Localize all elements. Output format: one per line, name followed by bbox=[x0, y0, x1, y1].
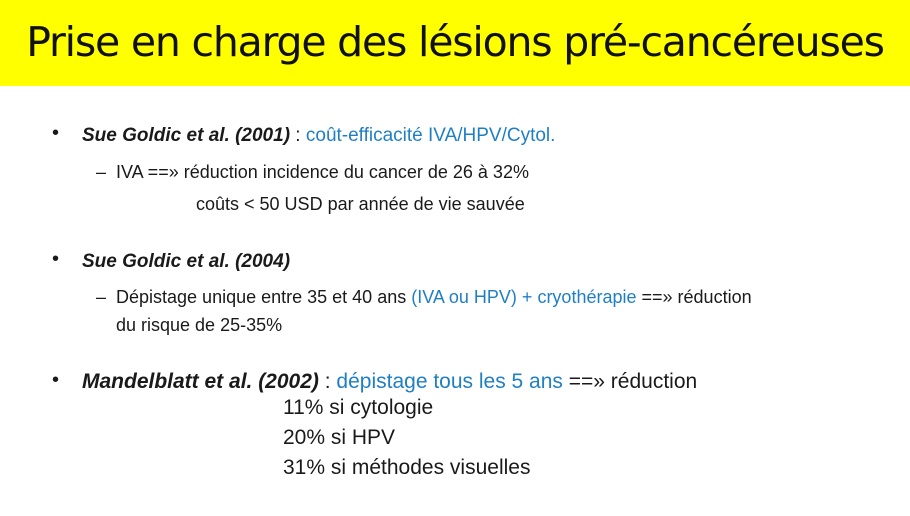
bullet-2-line: Sue Goldic et al. (2004) bbox=[82, 250, 290, 274]
result-item: 11% si cytologie bbox=[283, 396, 434, 419]
bullet-2-sub-line-2: du risque de 25-35% bbox=[116, 315, 283, 335]
title-bar bbox=[0, 0, 910, 86]
bullet-1-dash: – bbox=[96, 162, 107, 182]
bullet-2-dash: – bbox=[96, 287, 107, 307]
bullet-3-separator: : bbox=[318, 370, 337, 393]
bullet-2-sub-pre: Dépistage unique entre 35 et 40 ans bbox=[116, 287, 412, 307]
bullet-1-separator: : bbox=[290, 125, 306, 146]
result-item: 20% si HPV bbox=[283, 426, 396, 449]
bullet-3-line: Mandelblatt et al. (2002) : dépistage to… bbox=[82, 369, 697, 395]
bullet-marker: • bbox=[52, 369, 60, 391]
bullet-2-reference: Sue Goldic et al. (2004) bbox=[82, 251, 291, 272]
bullet-1-line: Sue Goldic et al. (2001) : coût-efficaci… bbox=[82, 124, 555, 148]
bullet-1-sub-line-1: IVA ==» réduction incidence du cancer de… bbox=[116, 162, 529, 182]
bullet-3-topic: dépistage tous les 5 ans bbox=[336, 370, 563, 393]
slide-title: Prise en charge des lésions pré-cancéreu… bbox=[26, 18, 885, 66]
bullet-1-sub-line-2: coûts < 50 USD par année de vie sauvée bbox=[196, 194, 525, 214]
bullet-1-reference: Sue Goldic et al. (2001) bbox=[82, 125, 291, 146]
bullet-1-topic: coût-efficacité IVA/HPV/Cytol. bbox=[305, 125, 556, 146]
bullet-3-post: ==» réduction bbox=[562, 370, 698, 393]
bullet-2-sub-highlight: (IVA ou HPV) + cryothérapie bbox=[411, 287, 637, 307]
bullet-marker: • bbox=[52, 248, 60, 270]
bullet-2-sub-line-1: Dépistage unique entre 35 et 40 ans (IVA… bbox=[116, 285, 752, 309]
bullet-2-sub-post: ==» réduction bbox=[636, 287, 752, 307]
bullet-3-reference: Mandelblatt et al. (2002) bbox=[82, 370, 319, 393]
result-item: 31% si méthodes visuelles bbox=[283, 456, 531, 479]
bullet-marker: • bbox=[52, 122, 60, 144]
